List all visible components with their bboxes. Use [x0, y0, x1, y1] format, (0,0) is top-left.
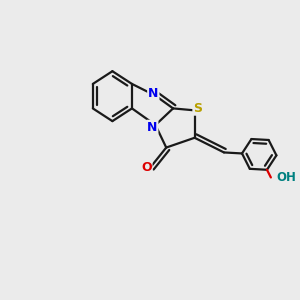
Text: OH: OH: [276, 171, 296, 184]
Text: O: O: [141, 160, 152, 174]
Text: N: N: [148, 87, 158, 100]
Text: N: N: [147, 121, 158, 134]
Text: S: S: [193, 102, 202, 115]
